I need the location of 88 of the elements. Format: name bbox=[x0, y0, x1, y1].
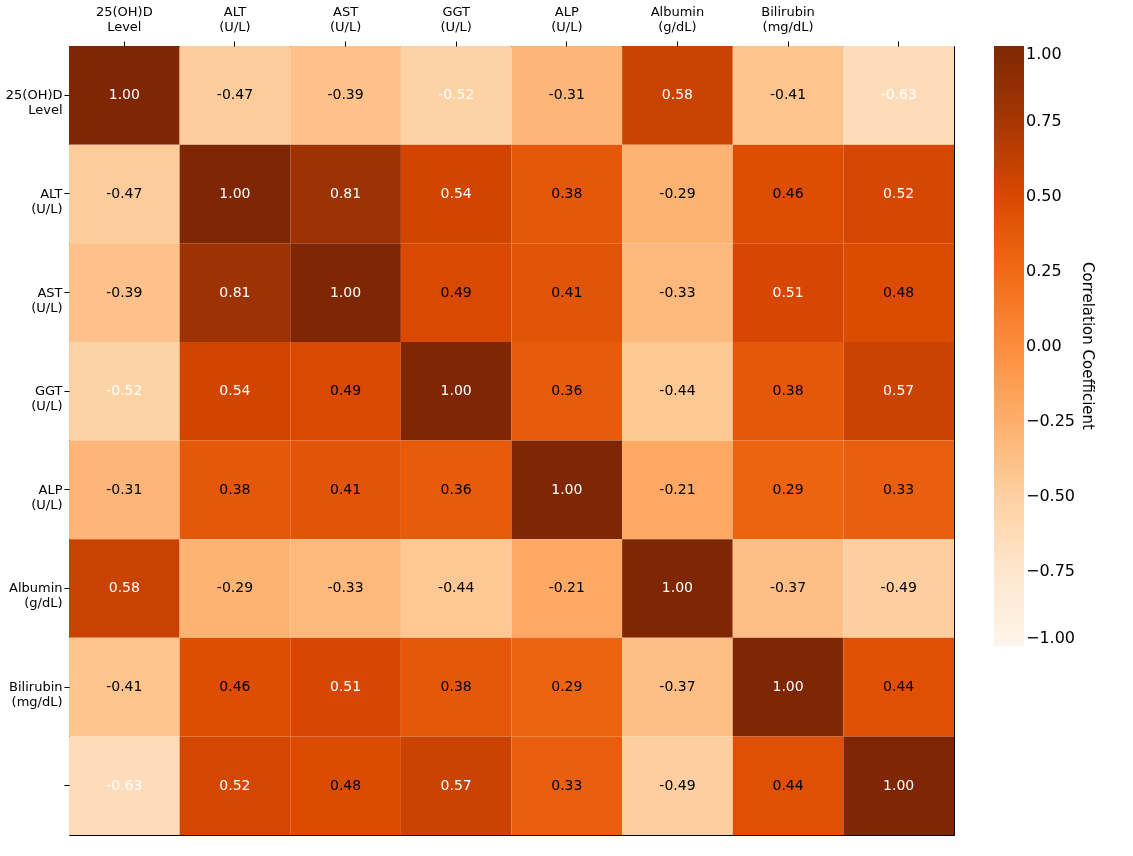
y-tick-label: 25(OH)D Level bbox=[5, 87, 63, 118]
data-label: 1.00 bbox=[883, 776, 915, 793]
data-label: -0.52 bbox=[438, 86, 475, 103]
data-label: 0.51 bbox=[329, 678, 362, 695]
data-label: -0.31 bbox=[548, 86, 585, 103]
x-tick-label: Albumin (g/dL) bbox=[650, 3, 705, 34]
data-label: -0.49 bbox=[659, 776, 696, 793]
data-label: 1.00 bbox=[772, 678, 804, 695]
color-bar-label: 0.25 bbox=[1026, 261, 1062, 280]
color-bar-label: 0.00 bbox=[1026, 336, 1062, 355]
data-label: 0.46 bbox=[219, 678, 251, 695]
data-label: 1.00 bbox=[551, 480, 583, 497]
y-tick-label: Bilirubin (mg/dL) bbox=[9, 679, 63, 710]
data-label: -0.41 bbox=[106, 678, 143, 695]
data-label: 0.33 bbox=[551, 776, 583, 793]
color-bar-label: −0.25 bbox=[1026, 411, 1076, 430]
data-label: 0.29 bbox=[551, 678, 583, 695]
data-label: -0.21 bbox=[548, 579, 585, 596]
x-tick-label: AST (U/L) bbox=[329, 3, 362, 34]
data-label: -0.44 bbox=[438, 579, 475, 596]
data-label: 0.36 bbox=[551, 382, 583, 399]
data-label: -0.29 bbox=[216, 579, 254, 596]
data-label: -0.44 bbox=[659, 382, 696, 399]
data-label: 0.58 bbox=[661, 86, 694, 103]
y-tick-label: ALP (U/L) bbox=[31, 481, 63, 512]
data-label: -0.63 bbox=[880, 86, 917, 103]
data-label: 0.38 bbox=[219, 480, 251, 497]
data-label: -0.21 bbox=[659, 480, 696, 497]
data-label: 0.57 bbox=[883, 382, 915, 399]
data-label: 0.46 bbox=[772, 184, 804, 201]
x-tick-label: ALT (U/L) bbox=[219, 3, 251, 34]
data-label: 0.51 bbox=[772, 283, 804, 300]
x-tick-label: ALP (U/L) bbox=[551, 3, 583, 34]
data-label: 0.38 bbox=[440, 678, 472, 695]
data-label: -0.37 bbox=[769, 579, 807, 596]
data-label: 0.48 bbox=[883, 283, 915, 300]
color-bar-label: 0.75 bbox=[1026, 111, 1062, 130]
y-tick-label: AST (U/L) bbox=[31, 284, 63, 315]
data-label: 0.58 bbox=[108, 579, 140, 596]
y-tick-label: GGT (U/L) bbox=[31, 383, 63, 414]
color-bar-label: −0.50 bbox=[1026, 486, 1076, 505]
data-label: 0.48 bbox=[329, 776, 362, 793]
data-label: 0.54 bbox=[219, 382, 251, 399]
data-label: 0.81 bbox=[329, 184, 362, 201]
color-bar-label: −0.75 bbox=[1026, 561, 1076, 580]
data-label: 1.00 bbox=[108, 86, 140, 103]
color-bar-label: 0.50 bbox=[1026, 186, 1062, 205]
data-label: 1.00 bbox=[329, 283, 362, 300]
data-label: 0.49 bbox=[440, 283, 472, 300]
data-label: 1.00 bbox=[219, 184, 251, 201]
color-bar-label: −1.00 bbox=[1026, 628, 1076, 647]
color-bar-label: 1.00 bbox=[1026, 44, 1062, 63]
data-label: -0.33 bbox=[659, 283, 696, 300]
data-label: -0.52 bbox=[106, 382, 143, 399]
data-label: 1.00 bbox=[661, 579, 694, 596]
data-label: 0.49 bbox=[329, 382, 362, 399]
data-label: 0.57 bbox=[440, 776, 472, 793]
data-label: -0.31 bbox=[106, 480, 143, 497]
data-label: -0.47 bbox=[216, 86, 254, 103]
data-label: -0.33 bbox=[327, 579, 364, 596]
data-label: 0.41 bbox=[329, 480, 362, 497]
data-label: 0.81 bbox=[219, 283, 251, 300]
data-label: 0.38 bbox=[551, 184, 583, 201]
y-tick-label: Albumin (g/dL) bbox=[8, 580, 63, 611]
data-label: 0.52 bbox=[883, 184, 915, 201]
data-label: -0.29 bbox=[659, 184, 696, 201]
y-tick-label: ALT (U/L) bbox=[31, 185, 63, 216]
data-label: 0.44 bbox=[883, 678, 915, 695]
data-label: 0.44 bbox=[772, 776, 804, 793]
data-label: 0.33 bbox=[883, 480, 915, 497]
data-label: 0.52 bbox=[219, 776, 251, 793]
x-tick-label: GGT (U/L) bbox=[440, 3, 472, 34]
data-label: -0.47 bbox=[106, 184, 143, 201]
data-label: 0.29 bbox=[772, 480, 804, 497]
data-label: -0.39 bbox=[327, 86, 364, 103]
data-label: -0.39 bbox=[106, 283, 143, 300]
data-label: 0.36 bbox=[440, 480, 472, 497]
x-tick-label: 25(OH)D Level bbox=[95, 3, 153, 34]
data-label: -0.37 bbox=[659, 678, 696, 695]
data-label: -0.63 bbox=[106, 776, 143, 793]
data-label: -0.49 bbox=[880, 579, 917, 596]
data-label: 0.41 bbox=[551, 283, 583, 300]
data-label: 0.54 bbox=[440, 184, 472, 201]
color-bar-title: Correlation Coefficient bbox=[1079, 262, 1097, 431]
x-tick-label: Bilirubin (mg/dL) bbox=[761, 3, 815, 34]
data-label: -0.41 bbox=[769, 86, 807, 103]
data-label: 0.38 bbox=[772, 382, 804, 399]
data-label: 1.00 bbox=[440, 382, 472, 399]
